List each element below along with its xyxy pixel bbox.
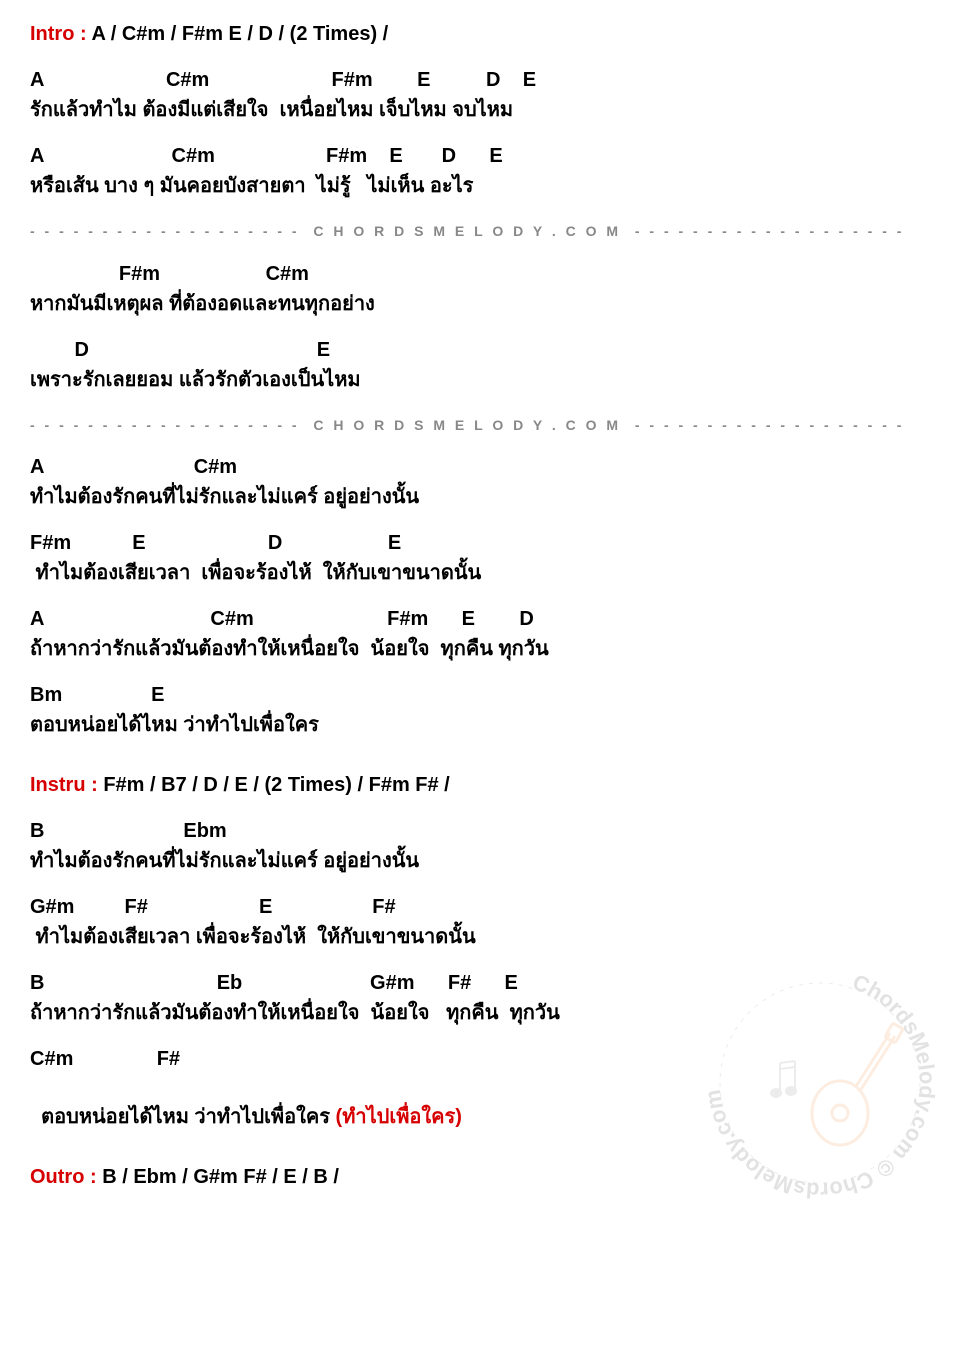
chorus1-line2-chords: F#m E D E: [30, 529, 950, 557]
instru-line: Instru : F#m / B7 / D / E / (2 Times) / …: [30, 771, 950, 799]
verse1-line2-lyric: หรือเส้น บาง ๆ มันคอยบังสายตา ไม่รู้ ไม่…: [30, 172, 950, 200]
chorus2-line4-lyric-wrap: ตอบหน่อยได้ไหม ว่าทำไปเพื่อใคร (ทำไปเพื่…: [30, 1075, 950, 1131]
chorus1-line3-lyric: ถ้าหากว่ารักแล้วมันต้องทำให้เหนื่อยใจ น้…: [30, 635, 950, 663]
pre1-line2-chords: D E: [30, 336, 950, 364]
chorus1-line2-lyric: ทำไมต้องเสียเวลา เพื่อจะร้องไห้ ให้กับเข…: [30, 559, 950, 587]
chorus2-line1-chords: B Ebm: [30, 817, 950, 845]
chorus2-line4-lyric: ตอบหน่อยได้ไหม ว่าทำไปเพื่อใคร: [41, 1106, 335, 1128]
chorus2-line3-chords: B Eb G#m F# E: [30, 969, 950, 997]
divider-2: - - - - - - - - - - - - - - - - - - - C …: [30, 416, 950, 436]
chorus2-line4-paren: (ทำไปเพื่อใคร): [336, 1106, 462, 1128]
pre1-line1-chords: F#m C#m: [30, 260, 950, 288]
chorus1-line1-lyric: ทำไมต้องรักคนที่ไม่รักและไม่แคร์ อยู่อย่…: [30, 483, 950, 511]
pre1-line1-lyric: หากมันมีเหตุผล ที่ต้องอดและทนทุกอย่าง: [30, 290, 950, 318]
chorus1-line4-lyric: ตอบหน่อยได้ไหม ว่าทำไปเพื่อใคร: [30, 711, 950, 739]
chorus2-line2-lyric: ทำไมต้องเสียเวลา เพื่อจะร้องไห้ ให้กับเข…: [30, 923, 950, 951]
chorus2-line4-chords: C#m F#: [30, 1045, 950, 1073]
outro-line: Outro : B / Ebm / G#m F# / E / B /: [30, 1163, 950, 1191]
intro-label: Intro :: [30, 23, 91, 45]
chorus2-line3-lyric: ถ้าหากว่ารักแล้วมันต้องทำให้เหนื่อยใจ น้…: [30, 999, 950, 1027]
chorus2-line2-chords: G#m F# E F#: [30, 893, 950, 921]
divider-1: - - - - - - - - - - - - - - - - - - - C …: [30, 222, 950, 242]
chorus2-line1-lyric: ทำไมต้องรักคนที่ไม่รักและไม่แคร์ อยู่อย่…: [30, 847, 950, 875]
chorus1-line1-chords: A C#m: [30, 453, 950, 481]
outro-label: Outro :: [30, 1166, 102, 1188]
pre1-line2-lyric: เพราะรักเลยยอม แล้วรักตัวเองเป็นไหม: [30, 366, 950, 394]
verse1-line1-lyric: รักแล้วทำไม ต้องมีแต่เสียใจ เหนื่อยไหม เ…: [30, 96, 950, 124]
outro-sequence: B / Ebm / G#m F# / E / B /: [102, 1166, 339, 1188]
chorus1-line4-chords: Bm E: [30, 681, 950, 709]
chorus1-line3-chords: A C#m F#m E D: [30, 605, 950, 633]
intro-sequence: A / C#m / F#m E / D / (2 Times) /: [91, 23, 388, 45]
verse1-line2-chords: A C#m F#m E D E: [30, 142, 950, 170]
intro-line: Intro : A / C#m / F#m E / D / (2 Times) …: [30, 20, 950, 48]
instru-sequence: F#m / B7 / D / E / (2 Times) / F#m F# /: [103, 774, 449, 796]
instru-label: Instru :: [30, 774, 103, 796]
verse1-line1-chords: A C#m F#m E D E: [30, 66, 950, 94]
